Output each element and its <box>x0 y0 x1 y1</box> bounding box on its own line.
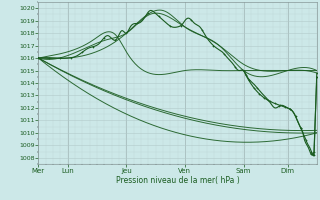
X-axis label: Pression niveau de la mer( hPa ): Pression niveau de la mer( hPa ) <box>116 176 239 185</box>
